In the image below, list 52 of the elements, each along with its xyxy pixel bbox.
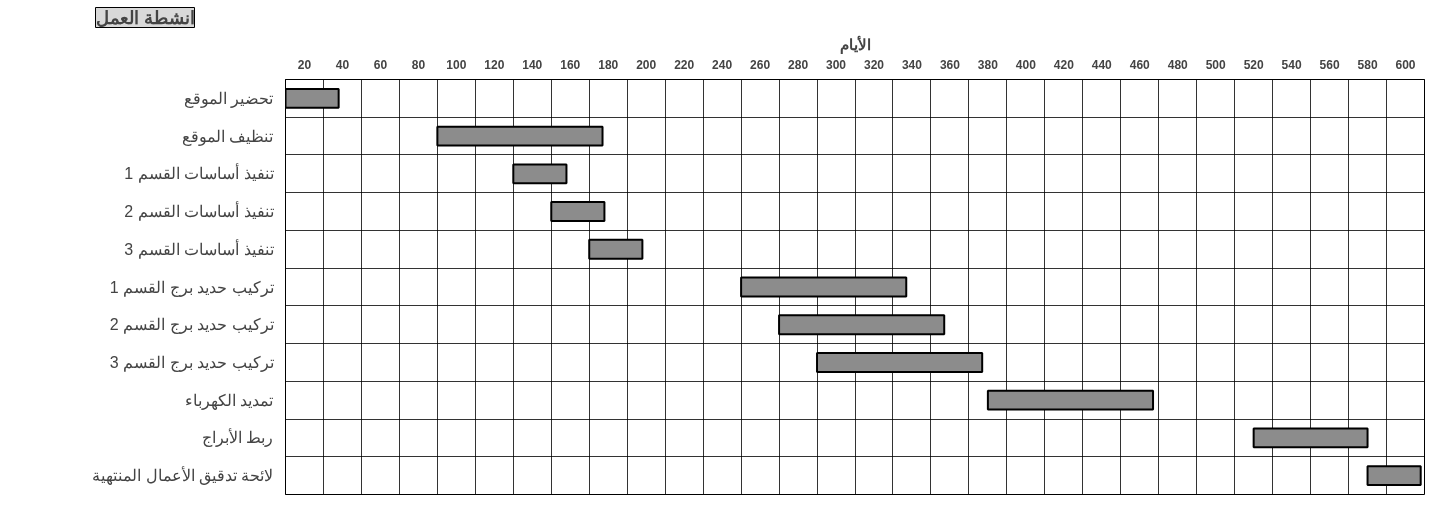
- x-tick-label: 440: [1091, 57, 1113, 72]
- x-tick-label: 400: [1015, 57, 1037, 72]
- x-tick-label: 360: [939, 57, 961, 72]
- x-tick-label: 200: [636, 57, 657, 72]
- y-tick-label: تنظيف الموقع: [182, 127, 274, 146]
- bar: [1252, 427, 1369, 449]
- bar: [740, 276, 908, 298]
- x-tick-label: 180: [598, 57, 619, 72]
- x-tick-label: 340: [901, 57, 923, 72]
- x-tick-label: 100: [446, 57, 467, 72]
- x-tick-label: 500: [1205, 57, 1227, 72]
- y-tick-label: تركيب حديد برج القسم 3: [109, 353, 274, 372]
- y-tick-label: تنفيذ أساسات القسم 3: [124, 238, 274, 259]
- x-tick-label: 320: [863, 57, 885, 72]
- x-tick-label: 420: [1053, 57, 1075, 72]
- y-tick-label: تنفيذ أساسات القسم 1: [124, 163, 274, 184]
- bar: [986, 389, 1155, 411]
- x-tick-label: 300: [826, 57, 847, 72]
- x-tick-label: 240: [712, 57, 733, 72]
- x-axis-title: الأيام: [839, 34, 871, 54]
- x-tick-label: 480: [1167, 57, 1189, 72]
- y-tick-label: ربط الأبراج: [202, 428, 274, 448]
- bar: [550, 201, 606, 222]
- x-tick-label: 520: [1243, 57, 1264, 72]
- x-tick-label: 580: [1357, 57, 1378, 72]
- y-tick-label: تنفيذ أساسات القسم 2: [124, 201, 274, 222]
- y-tick-label: تمديد الكهرباء: [185, 391, 274, 410]
- x-tick-label: 600: [1395, 57, 1416, 72]
- x-tick-label: 120: [484, 57, 505, 72]
- x-tick-label: 40: [335, 57, 350, 72]
- x-tick-label: 380: [977, 57, 999, 72]
- bar: [512, 163, 568, 185]
- x-tick-label: 20: [297, 57, 312, 72]
- y-tick-label: لائحة تدقيق الأعمال المنتهية: [92, 466, 274, 486]
- x-tick-label: 260: [750, 57, 771, 72]
- bar: [778, 314, 946, 336]
- x-tick-label: 220: [674, 57, 695, 72]
- y-tick-label: تركيب حديد برج القسم 1: [109, 278, 274, 297]
- y-tick-label: تحضير الموقع: [184, 89, 274, 108]
- x-tick-label: 540: [1281, 57, 1302, 72]
- bar: [588, 238, 644, 260]
- x-tick-label: 460: [1129, 57, 1151, 72]
- x-tick-label: 60: [373, 57, 388, 72]
- y-tick-label: تركيب حديد برج القسم 2: [109, 316, 274, 335]
- x-tick-label: 80: [411, 57, 426, 72]
- x-tick-label: 560: [1319, 57, 1340, 72]
- bar: [436, 125, 604, 147]
- y-axis-title: انشطة العمل: [95, 7, 195, 28]
- x-tick-label: 160: [560, 57, 581, 72]
- bar: [816, 352, 984, 373]
- x-tick-label: 140: [522, 57, 543, 72]
- x-tick-label: 280: [788, 57, 809, 72]
